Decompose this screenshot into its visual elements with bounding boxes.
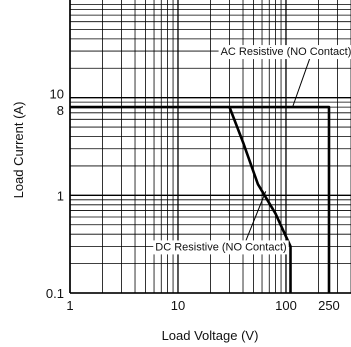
y-tick-label: 10 [50,87,64,102]
annotation-ac-resistive-label: AC Resistive (NO Contact) [221,46,351,58]
y-axis-label: Load Current (A) [11,102,26,199]
annotation-ac-resistive-leader [292,54,312,108]
x-axis-label: Load Voltage (V) [162,328,259,343]
annotation-dc-resistive-label: DC Resistive (NO Contact) [155,241,286,253]
annotation-dc-resistive-label-bg [153,240,289,255]
annotation-ac-resistive-label-bg [218,45,351,60]
series-layer [70,105,331,293]
y-tick-label: 1 [57,188,64,203]
x-tick-label: 10 [171,298,185,313]
series-line-dc-resistive [228,106,292,293]
annotation-layer: AC Resistive (NO Contact) DC Resistive (N… [153,45,351,255]
y-tick-label: 0.1 [46,286,64,301]
x-tick-label: 250 [318,298,340,313]
x-tick-label: 100 [275,298,297,313]
annotation-dc-resistive-leader [245,191,267,241]
x-tick-label: 1 [66,298,73,313]
y-tick-label: 8 [57,103,64,118]
series-line-ac-resistive [70,105,331,293]
